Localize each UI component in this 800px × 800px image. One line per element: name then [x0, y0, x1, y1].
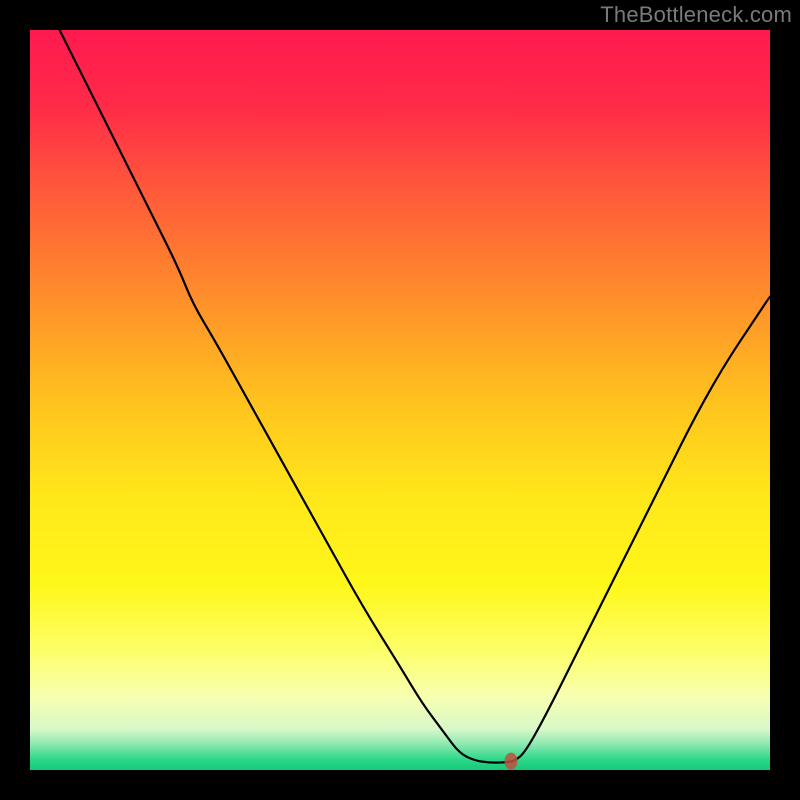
- chart-frame: TheBottleneck.com: [0, 0, 800, 800]
- watermark-text: TheBottleneck.com: [600, 2, 792, 28]
- optimum-marker: [505, 753, 518, 770]
- plot-background: [30, 30, 770, 770]
- bottleneck-chart: [0, 0, 800, 800]
